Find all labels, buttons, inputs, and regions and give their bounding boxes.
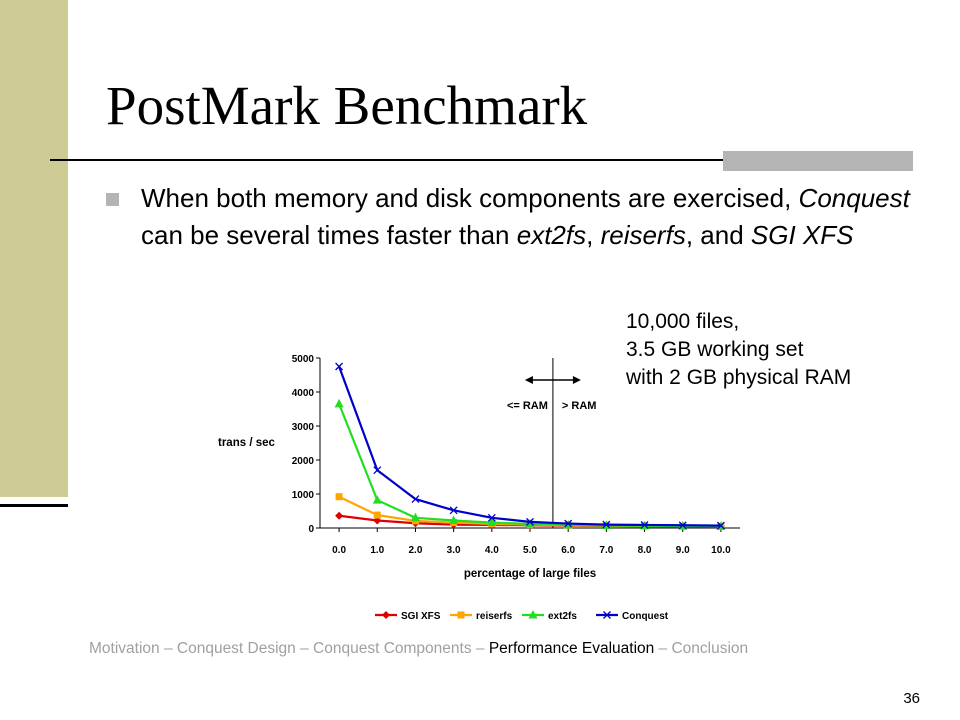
title-underline bbox=[50, 159, 912, 161]
footer-item: Motivation bbox=[89, 640, 160, 657]
note-line: 3.5 GB working set bbox=[626, 338, 804, 361]
data-point bbox=[525, 518, 535, 528]
slide-title: PostMark Benchmark bbox=[106, 75, 588, 136]
y-tick-label: 5000 bbox=[292, 354, 315, 365]
note-line: with 2 GB physical RAM bbox=[626, 366, 852, 389]
y-tick-label: 1000 bbox=[292, 490, 315, 501]
x-tick-label: 8.0 bbox=[638, 545, 652, 556]
x-tick-label: 7.0 bbox=[599, 545, 613, 556]
footer-separator: – bbox=[295, 640, 314, 657]
ram-arrow-left-head bbox=[524, 376, 533, 384]
bullet-text-run: SGI XFS bbox=[750, 220, 854, 250]
bullet-text-run: When both memory and disk components are… bbox=[141, 183, 799, 213]
y-tick-label: 3000 bbox=[292, 422, 315, 433]
side-decor-bar bbox=[0, 0, 68, 497]
footer-item: Performance Evaluation bbox=[488, 640, 655, 657]
bullet-text-run: , and bbox=[685, 220, 751, 250]
legend-marker bbox=[382, 611, 390, 619]
data-point bbox=[487, 513, 496, 522]
data-point bbox=[678, 521, 687, 530]
data-point bbox=[335, 493, 343, 501]
footer-separator: – bbox=[654, 640, 672, 657]
data-point bbox=[373, 511, 381, 519]
bullet-text-run: Conquest bbox=[798, 183, 910, 213]
data-point bbox=[716, 521, 725, 530]
legend-label: ext2fs bbox=[548, 611, 577, 622]
x-tick-label: 3.0 bbox=[447, 545, 461, 556]
legend-marker bbox=[457, 611, 465, 619]
bullet-text: When both memory and disk components are… bbox=[141, 180, 911, 254]
footer-navigation: Motivation – Conquest Design – Conquest … bbox=[89, 640, 748, 658]
data-point bbox=[640, 520, 649, 529]
bullet-text-run: , bbox=[586, 220, 601, 250]
x-tick-label: 2.0 bbox=[409, 545, 423, 556]
data-point bbox=[526, 517, 534, 526]
ram-arrow-right-head bbox=[572, 376, 581, 384]
y-tick-label: 4000 bbox=[292, 388, 315, 399]
page-number: 36 bbox=[903, 690, 920, 707]
x-axis-title: percentage of large files bbox=[464, 568, 596, 580]
title-accent-bar bbox=[723, 151, 913, 171]
footer-separator: – bbox=[471, 640, 489, 657]
y-tick-label: 0 bbox=[308, 524, 314, 535]
bullet-text-run: can be several times faster than bbox=[141, 220, 517, 250]
x-tick-label: 9.0 bbox=[676, 545, 690, 556]
side-decor-line bbox=[0, 504, 68, 507]
data-point bbox=[449, 515, 459, 525]
note-line: 10,000 files, bbox=[626, 310, 740, 333]
legend-marker bbox=[528, 610, 538, 619]
x-tick-label: 10.0 bbox=[711, 545, 731, 556]
bullet-text-run: reiserfs bbox=[600, 220, 686, 250]
data-point bbox=[411, 495, 420, 504]
x-tick-label: 6.0 bbox=[561, 545, 575, 556]
x-tick-label: 1.0 bbox=[370, 545, 384, 556]
data-point bbox=[372, 495, 382, 504]
ram-left-label: <= RAM bbox=[507, 400, 548, 412]
footer-separator: – bbox=[159, 640, 177, 657]
data-point bbox=[449, 506, 458, 515]
x-tick-label: 5.0 bbox=[523, 545, 537, 556]
y-tick-label: 2000 bbox=[292, 456, 315, 467]
footer-item: Conquest Components bbox=[313, 640, 472, 657]
legend-label: reiserfs bbox=[476, 611, 513, 622]
x-tick-label: 4.0 bbox=[485, 545, 499, 556]
legend-label: SGI XFS bbox=[401, 611, 441, 622]
postmark-chart: 0 1000 2000 3000 4000 5000 0.0 1.0 2.0 3.0 4.0 5.0 6… bbox=[218, 354, 740, 622]
data-point bbox=[373, 466, 382, 475]
y-axis-title: trans / sec bbox=[218, 437, 275, 449]
data-point bbox=[564, 519, 573, 528]
footer-item: Conclusion bbox=[671, 640, 749, 657]
data-point bbox=[487, 517, 497, 527]
legend-marker bbox=[603, 611, 611, 619]
data-point bbox=[335, 362, 344, 371]
experiment-note: 10,000 files, 3.5 GB working set with 2 GB… bbox=[626, 308, 851, 392]
ram-right-label: > RAM bbox=[562, 400, 597, 412]
data-point bbox=[602, 520, 611, 529]
legend-label: Conquest bbox=[622, 611, 669, 622]
data-point bbox=[335, 511, 344, 520]
data-point bbox=[334, 398, 344, 408]
data-point bbox=[410, 512, 420, 522]
x-tick-label: 0.0 bbox=[332, 545, 346, 556]
series-line-conquest bbox=[338, 366, 721, 527]
footer-item: Conquest Design bbox=[176, 640, 296, 657]
bullet-text-run: ext2fs bbox=[516, 220, 587, 250]
bullet-square-icon bbox=[106, 193, 119, 206]
series-line-ext2fs bbox=[338, 403, 721, 528]
